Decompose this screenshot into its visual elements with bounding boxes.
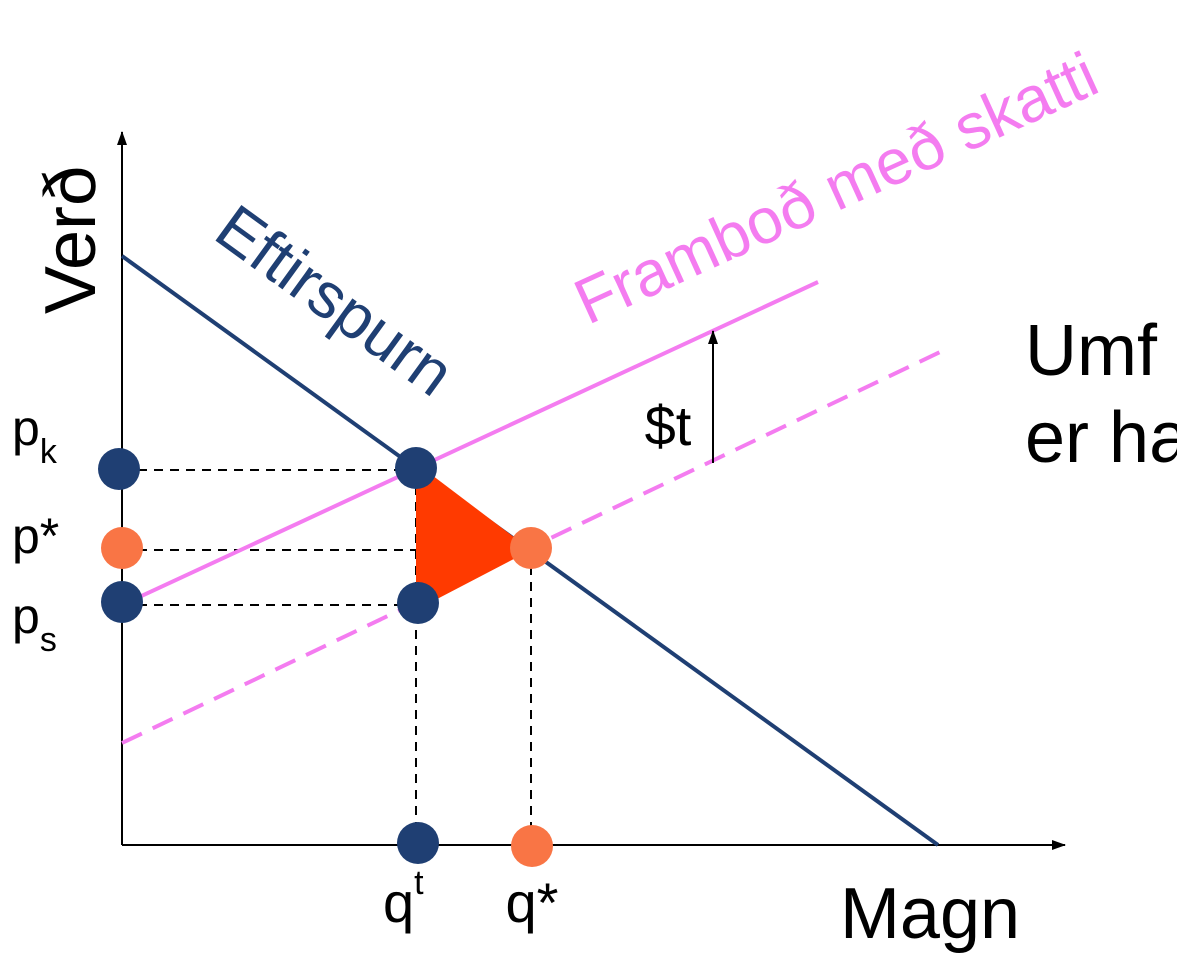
demand-label: Eftirspurn xyxy=(203,191,467,410)
tax-label: $t xyxy=(645,394,692,457)
side-text-line1: Umf xyxy=(1025,311,1158,391)
x-axis-label: Magn xyxy=(840,874,1020,954)
pstar-label: p* xyxy=(12,508,59,564)
points xyxy=(98,447,553,867)
ps-label-base: p xyxy=(12,588,40,644)
supply-with-tax-curve xyxy=(121,280,819,607)
qt-dot xyxy=(397,822,439,864)
ps-qt-dot xyxy=(397,582,439,624)
qstar-label: q* xyxy=(506,871,559,934)
pk-label-sub: k xyxy=(40,433,58,471)
ps-dot xyxy=(101,581,143,623)
qt-label-sup: t xyxy=(414,864,424,902)
pstar-dot xyxy=(101,527,143,569)
pk-qt-dot xyxy=(395,447,437,489)
deadweight-loss-triangle xyxy=(416,463,531,610)
pk-dot xyxy=(98,448,140,490)
qt-label-base: q xyxy=(383,871,414,934)
ps-label: ps xyxy=(12,588,57,659)
pk-label: pk xyxy=(12,400,58,471)
equilibrium-dot xyxy=(510,527,552,569)
side-text-line2: er ha xyxy=(1025,398,1177,478)
pk-label-base: p xyxy=(12,400,40,456)
qstar-dot xyxy=(511,825,553,867)
ps-label-sub: s xyxy=(40,621,57,659)
y-axis-label: Verð xyxy=(31,166,111,314)
supply-with-tax-label: Framboð með skatti xyxy=(564,38,1108,338)
qt-label: qt xyxy=(383,864,424,934)
